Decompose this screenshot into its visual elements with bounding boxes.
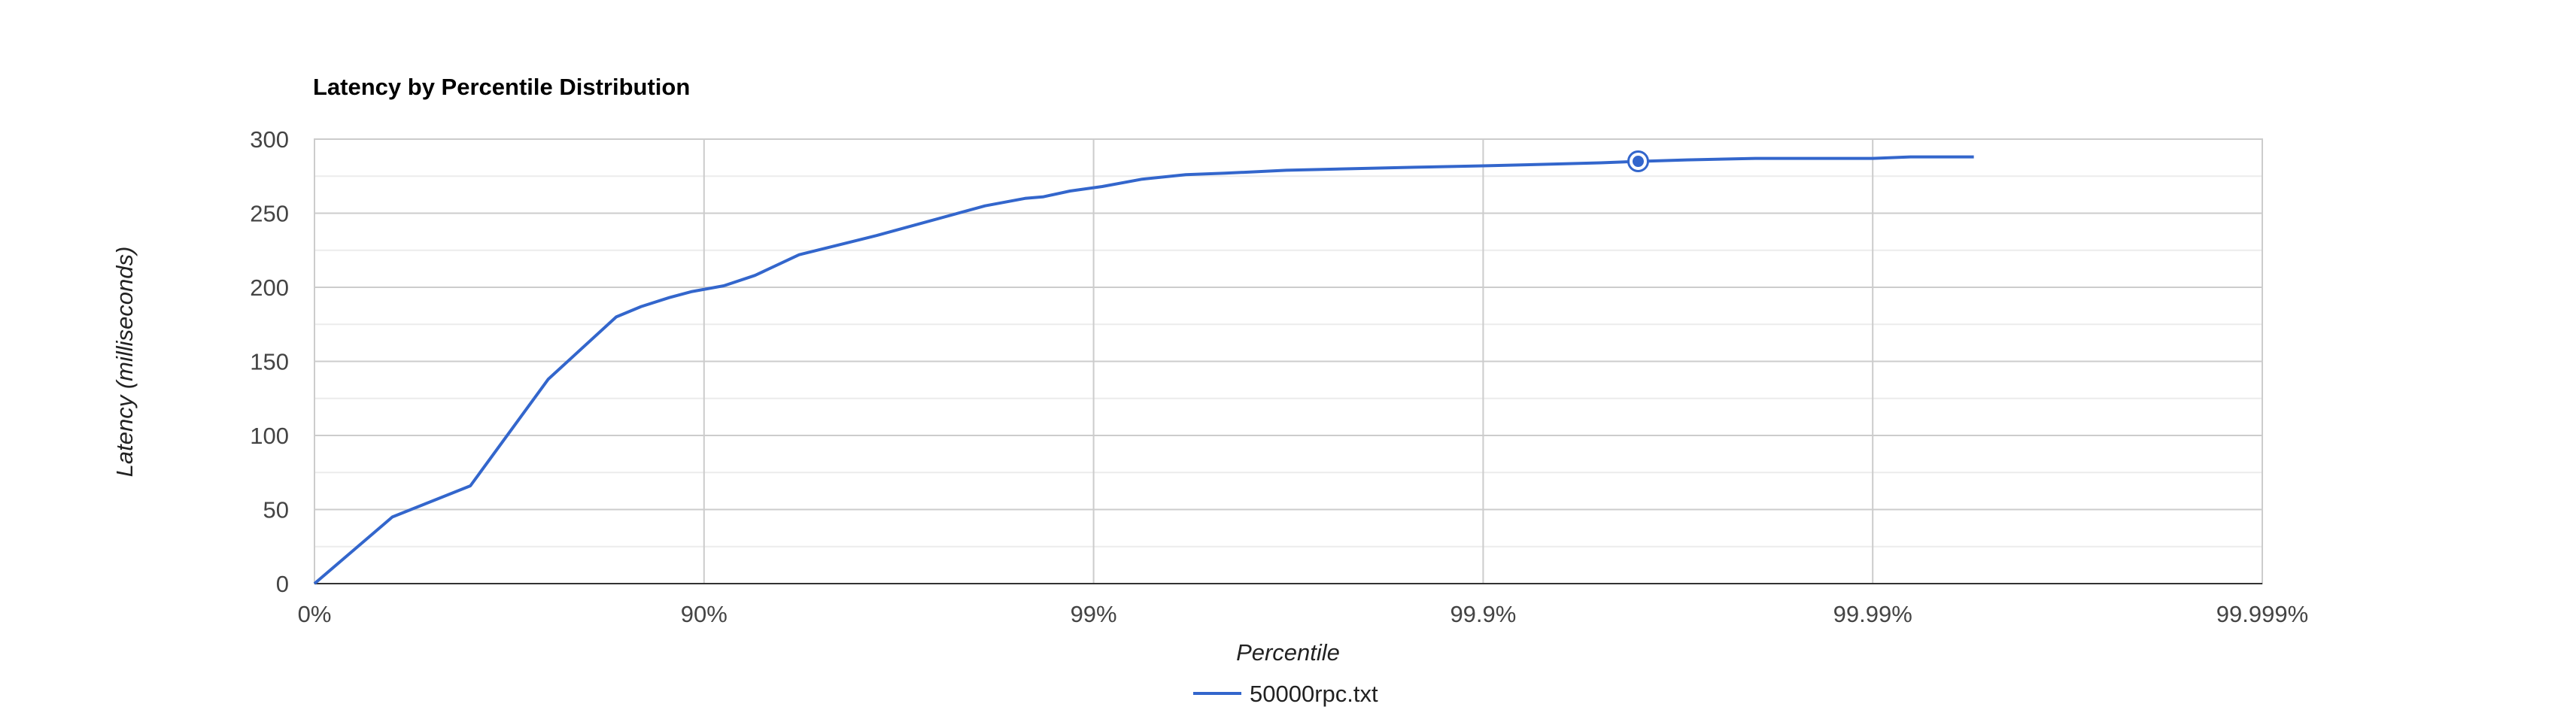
legend[interactable]: 50000rpc.txt bbox=[1193, 681, 1378, 707]
series-line[interactable] bbox=[313, 155, 1974, 585]
y-axis-ticks: 0 50 100 150 200 250 300 bbox=[250, 126, 289, 597]
y-tick-label: 100 bbox=[250, 423, 289, 449]
x-tick-label: 99.9% bbox=[1450, 601, 1516, 627]
y-tick-label: 300 bbox=[250, 126, 289, 153]
major-gridlines bbox=[314, 139, 2262, 584]
x-tick-label: 99.999% bbox=[2216, 601, 2308, 627]
series-layer bbox=[313, 155, 1974, 585]
y-tick-label: 0 bbox=[276, 571, 289, 597]
x-tick-label: 99.99% bbox=[1833, 601, 1912, 627]
y-tick-label: 200 bbox=[250, 275, 289, 301]
y-tick-label: 150 bbox=[250, 349, 289, 375]
x-axis-title: Percentile bbox=[1236, 639, 1340, 666]
highlight-layer[interactable] bbox=[1627, 150, 1649, 173]
highlight-marker-dot[interactable] bbox=[1632, 156, 1644, 168]
legend-label[interactable]: 50000rpc.txt bbox=[1250, 681, 1378, 707]
minor-gridlines bbox=[314, 175, 2262, 548]
y-tick-label: 250 bbox=[250, 201, 289, 227]
y-axis-title: Latency (milliseconds) bbox=[111, 247, 138, 478]
x-tick-label: 99% bbox=[1071, 601, 1117, 627]
x-tick-label: 0% bbox=[298, 601, 332, 627]
x-tick-label: 90% bbox=[681, 601, 728, 627]
x-axis-ticks: 0% 90% 99% 99.9% 99.99% 99.999% bbox=[298, 601, 2309, 627]
chart-title: Latency by Percentile Distribution bbox=[313, 74, 690, 100]
y-tick-label: 50 bbox=[263, 497, 289, 523]
